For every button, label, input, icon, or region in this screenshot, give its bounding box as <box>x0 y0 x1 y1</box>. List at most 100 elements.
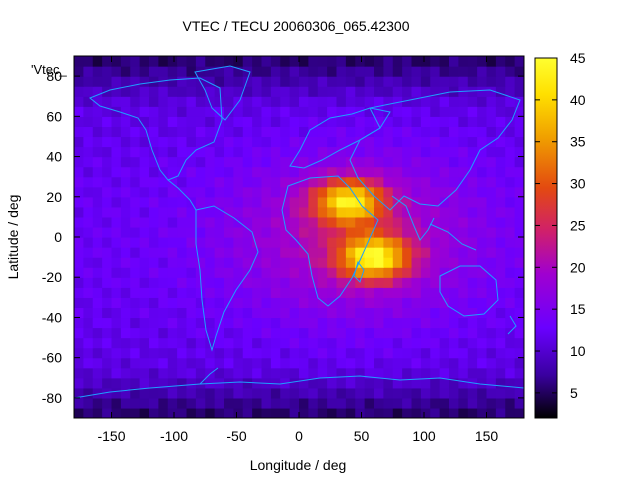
heatmap-cell <box>280 277 291 288</box>
heatmap-cell <box>195 397 206 409</box>
heatmap-cell <box>158 347 169 359</box>
heatmap-cell <box>308 106 319 117</box>
heatmap-cell <box>449 307 459 319</box>
heatmap-cell <box>374 196 384 208</box>
heatmap-cell <box>327 257 338 268</box>
heatmap-cell <box>430 377 441 389</box>
heatmap-cell <box>252 56 263 67</box>
heatmap-cell <box>92 216 103 228</box>
heatmap-cell <box>233 237 244 248</box>
heatmap-cell <box>130 156 141 168</box>
heatmap-cell <box>420 66 431 77</box>
heatmap-cell <box>345 257 356 268</box>
heatmap-cell <box>345 216 356 228</box>
heatmap-cell <box>102 176 113 188</box>
heatmap-cell <box>514 66 524 77</box>
heatmap-cell <box>242 277 253 288</box>
heatmap-cell <box>430 106 441 117</box>
heatmap-cell <box>74 176 84 188</box>
heatmap-cell <box>477 337 488 349</box>
heatmap-cell <box>224 136 234 148</box>
heatmap-cell <box>439 257 450 268</box>
heatmap-cell <box>280 297 291 308</box>
heatmap-cell <box>177 357 188 369</box>
heatmap-cell <box>111 196 122 208</box>
heatmap-cell <box>299 56 309 67</box>
heatmap-cell <box>392 367 403 379</box>
heatmap-cell <box>364 397 375 409</box>
heatmap-cell <box>102 56 113 67</box>
heatmap-cell <box>317 176 328 188</box>
heatmap-cell <box>224 206 234 218</box>
heatmap-cell <box>449 216 459 228</box>
heatmap-cell <box>74 287 84 298</box>
heatmap-cell <box>186 277 197 288</box>
heatmap-cell <box>139 287 150 298</box>
heatmap-cell <box>383 56 394 67</box>
heatmap-cell <box>439 327 450 339</box>
heatmap-cell <box>289 96 300 107</box>
colorbar-tick-label: 5 <box>570 385 578 401</box>
heatmap-cell <box>477 226 488 238</box>
heatmap-cell <box>383 76 394 87</box>
heatmap-cell <box>383 237 394 248</box>
heatmap-cell <box>430 136 441 148</box>
heatmap-cell <box>111 307 122 319</box>
heatmap-cell <box>120 407 131 418</box>
heatmap-cell <box>83 327 94 339</box>
y-tick-label: 0 <box>54 229 62 245</box>
heatmap-cell <box>177 136 188 148</box>
heatmap-cell <box>111 407 122 418</box>
heatmap-cell <box>224 307 234 319</box>
heatmap-cell <box>167 136 178 148</box>
heatmap-cell <box>167 176 178 188</box>
heatmap-cell <box>336 86 347 97</box>
heatmap-cell <box>317 367 328 379</box>
heatmap-cell <box>514 106 524 117</box>
heatmap-cell <box>224 96 234 107</box>
heatmap-cell <box>120 226 131 238</box>
heatmap-cell <box>83 96 94 107</box>
heatmap-cell <box>205 186 216 198</box>
heatmap-cell <box>467 347 478 359</box>
heatmap-cell <box>177 116 188 127</box>
heatmap-cell <box>242 337 253 349</box>
heatmap-cell <box>261 357 272 369</box>
colorbar-tick-label: 45 <box>570 50 586 66</box>
heatmap-cell <box>336 357 347 369</box>
heatmap-cell <box>74 327 84 339</box>
heatmap-cell <box>345 66 356 77</box>
heatmap-cell <box>364 287 375 298</box>
heatmap-cell <box>261 196 272 208</box>
heatmap-cell <box>158 327 169 339</box>
heatmap-cell <box>299 106 309 117</box>
heatmap-cell <box>486 176 497 188</box>
heatmap-cell <box>167 327 178 339</box>
heatmap-cell <box>374 267 384 278</box>
heatmap-cell <box>458 367 469 379</box>
heatmap-cell <box>242 146 253 158</box>
heatmap-cell <box>242 257 253 268</box>
heatmap-cell <box>355 76 366 87</box>
heatmap-cell <box>374 377 384 389</box>
heatmap-cell <box>467 257 478 268</box>
heatmap-cell <box>467 66 478 77</box>
y-axis-label: Latitude / deg <box>5 195 21 280</box>
heatmap-cell <box>205 257 216 268</box>
heatmap-cell <box>177 86 188 97</box>
heatmap-cell <box>167 367 178 379</box>
heatmap-cell <box>177 317 188 329</box>
heatmap-cell <box>83 387 94 399</box>
heatmap-cell <box>458 106 469 117</box>
heatmap-cell <box>149 237 159 248</box>
heatmap-cell <box>364 146 375 158</box>
heatmap-cell <box>317 226 328 238</box>
heatmap-cell <box>177 156 188 168</box>
y-tick-label: -40 <box>42 309 62 325</box>
heatmap-cell <box>186 186 197 198</box>
heatmap-cell <box>486 287 497 298</box>
heatmap-cell <box>167 206 178 218</box>
heatmap-cell <box>299 237 309 248</box>
heatmap-cell <box>177 327 188 339</box>
heatmap-cell <box>495 86 506 97</box>
